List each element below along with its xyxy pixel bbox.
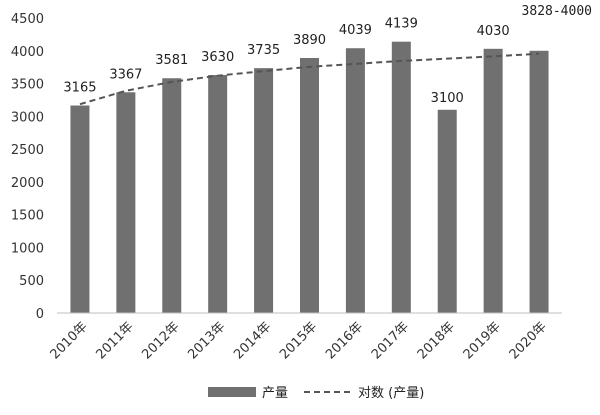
data-label: 3735 bbox=[247, 43, 280, 58]
y-tick-label: 2000 bbox=[11, 176, 44, 191]
data-label: 3581 bbox=[155, 53, 188, 68]
y-tick-label: 3500 bbox=[11, 78, 44, 93]
data-label: 3630 bbox=[201, 50, 234, 65]
x-tick-label: 2010年 bbox=[48, 319, 91, 362]
bar-series bbox=[70, 41, 549, 314]
x-tick-label: 2016年 bbox=[323, 319, 366, 362]
x-tick-label: 2014年 bbox=[231, 319, 274, 362]
x-tick-label: 2019年 bbox=[461, 319, 504, 362]
bar bbox=[254, 68, 274, 314]
y-tick-label: 1000 bbox=[11, 241, 44, 256]
legend-bar-swatch bbox=[208, 387, 256, 397]
x-tick-label: 2013年 bbox=[185, 319, 228, 362]
data-label: 4039 bbox=[339, 23, 372, 38]
bar bbox=[116, 92, 136, 313]
y-tick-label: 2500 bbox=[11, 143, 44, 158]
x-tick-label: 2015年 bbox=[277, 319, 320, 362]
y-tick-label: 4000 bbox=[11, 45, 44, 60]
x-tick-label: 2012年 bbox=[139, 319, 182, 362]
y-tick-label: 3000 bbox=[11, 110, 44, 125]
trendline bbox=[79, 52, 540, 106]
corner-annotation: 3828-4000 bbox=[522, 4, 592, 19]
bar bbox=[529, 50, 549, 314]
y-axis: 0 500 1000 1500 2000 2500 3000 3500 4000 4500 bbox=[11, 12, 44, 322]
data-label: 3165 bbox=[63, 81, 96, 96]
y-tick-label: 1500 bbox=[11, 209, 44, 224]
data-label: 3100 bbox=[431, 91, 464, 106]
x-tick-label: 2018年 bbox=[415, 319, 458, 362]
x-tick-label: 2020年 bbox=[507, 319, 550, 362]
x-tick-label: 2017年 bbox=[369, 319, 412, 362]
bar bbox=[391, 41, 411, 313]
bar bbox=[162, 78, 182, 314]
y-tick-label: 0 bbox=[36, 307, 44, 322]
bar bbox=[70, 105, 90, 314]
data-label: 4030 bbox=[477, 24, 510, 39]
data-label: 4139 bbox=[385, 17, 418, 32]
data-labels: 3165 3367 3581 3630 3735 3890 4039 4139 3100 4030 bbox=[63, 17, 509, 106]
y-tick-label: 4500 bbox=[11, 12, 44, 27]
legend-bar-label: 产量 bbox=[262, 386, 288, 401]
x-tick-label: 2011年 bbox=[93, 319, 136, 362]
legend-trend-label: 对数 (产量) bbox=[358, 386, 424, 401]
legend: 产量 对数 (产量) bbox=[208, 386, 424, 401]
data-label: 3890 bbox=[293, 33, 326, 48]
bar bbox=[300, 57, 319, 313]
data-label: 3367 bbox=[109, 67, 142, 82]
bar bbox=[345, 48, 365, 314]
bar bbox=[483, 48, 503, 314]
x-axis: 2010年 2011年 2012年 2013年 2014年 2015年 2016年 2017年… bbox=[48, 319, 550, 362]
y-tick-label: 500 bbox=[19, 274, 44, 289]
bar bbox=[437, 109, 457, 314]
bar bbox=[208, 75, 228, 314]
trendline-group bbox=[79, 52, 540, 106]
